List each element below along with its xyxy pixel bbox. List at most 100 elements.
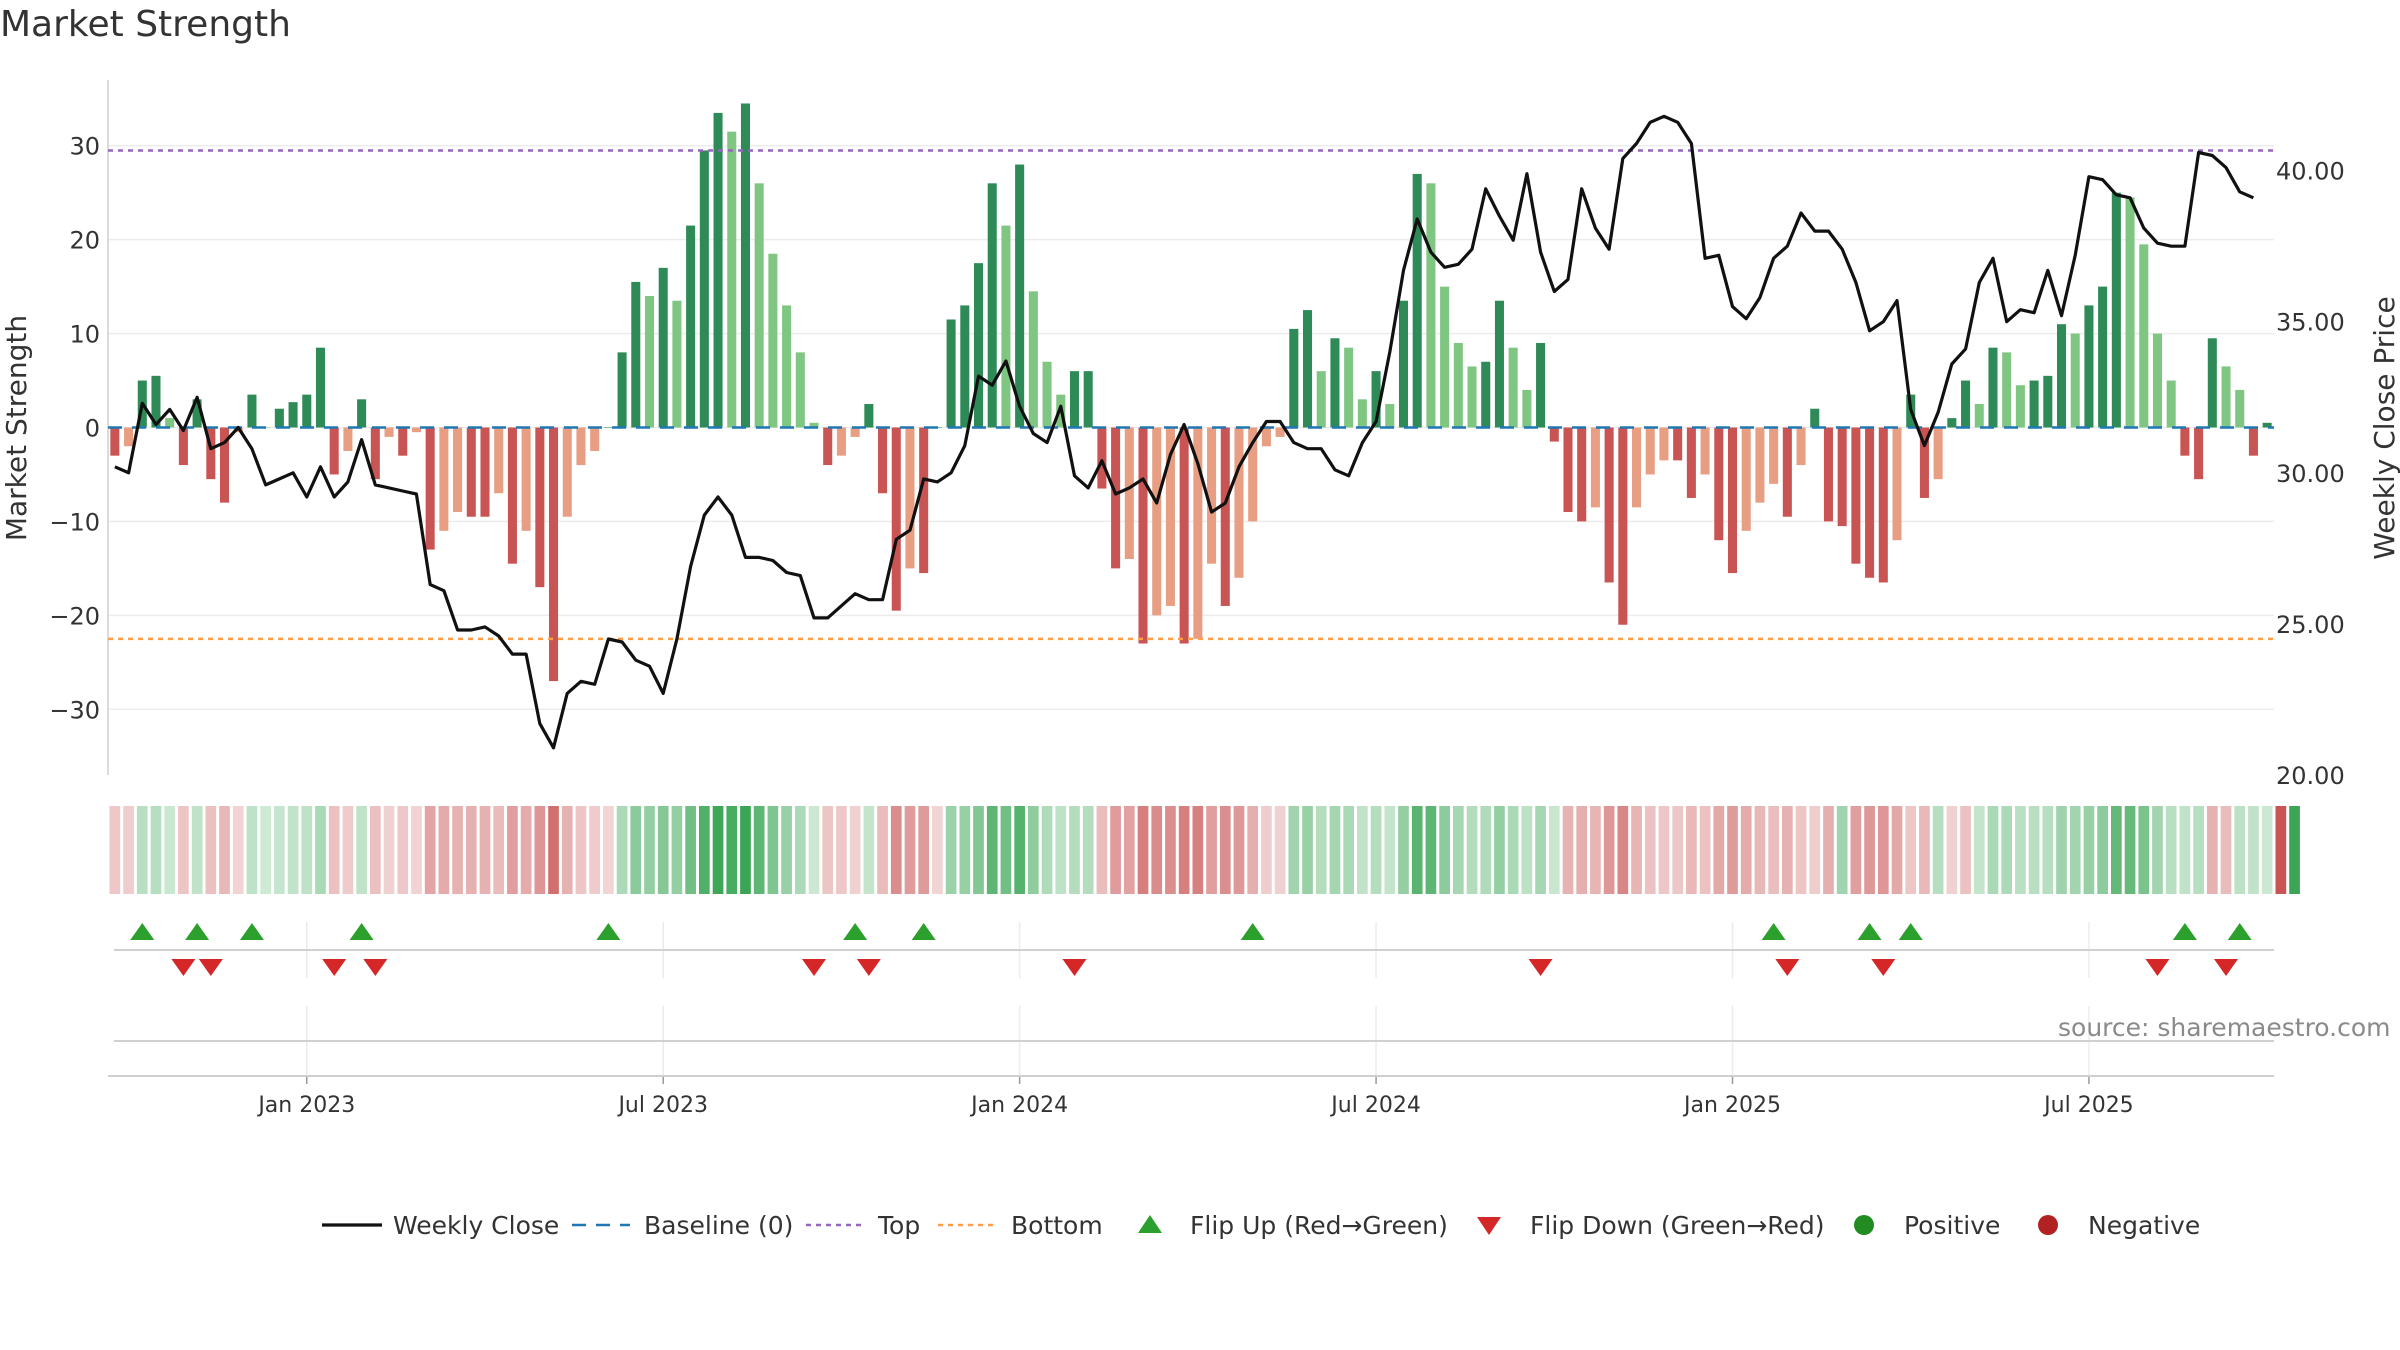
regime-cell (1096, 806, 1108, 894)
strength-bar (1837, 427, 1847, 527)
strength-bar (2043, 375, 2053, 428)
regime-cell (507, 806, 518, 894)
regime-cell (1055, 806, 1067, 894)
legend-positive-label: Positive (1904, 1211, 2000, 1240)
strength-bar (206, 427, 216, 480)
regime-cell (1370, 806, 1382, 894)
regime-cell (1932, 806, 1944, 894)
strength-bar (1810, 408, 1820, 428)
strength-bar (549, 427, 559, 682)
strength-bar (124, 427, 134, 447)
regime-cell (1480, 806, 1492, 894)
flip-up-marker (2172, 923, 2197, 940)
legend-bottom-label: Bottom (1011, 1211, 1103, 1240)
regime-cell (1151, 806, 1163, 894)
x-tick-label: Jul 2025 (2042, 1093, 2134, 1118)
strength-bar (1549, 427, 1559, 442)
regime-cell (1919, 806, 1930, 894)
y2-axis-title: Weekly Close Price (2368, 296, 2400, 559)
regime-cell (589, 806, 601, 894)
strength-bar (2139, 244, 2149, 428)
regime-cell (205, 806, 217, 894)
strength-bar (357, 399, 367, 428)
regime-cell (1014, 806, 1025, 894)
regime-cell (1452, 806, 1464, 894)
regime-cell (1357, 806, 1368, 894)
regime-cell (328, 806, 340, 894)
regime-cell (2111, 806, 2122, 894)
strength-bar (1645, 427, 1655, 475)
regime-cell (1165, 806, 1176, 894)
strength-bar (1042, 361, 1052, 428)
x-tick-label: Jan 2025 (1682, 1093, 1781, 1118)
regime-cell (2289, 806, 2300, 894)
regime-cell (712, 806, 724, 894)
regime-cell (657, 806, 669, 894)
regime-cell (1178, 806, 1190, 894)
strength-bar (1179, 427, 1189, 644)
regime-cell (2234, 806, 2246, 894)
strength-bar (2152, 333, 2162, 428)
strength-bar (521, 427, 531, 531)
strength-bar (1577, 427, 1587, 522)
regime-cell (1891, 806, 1903, 894)
strength-bar (1851, 427, 1861, 564)
strength-bar (1686, 427, 1696, 498)
strength-bar (782, 305, 792, 428)
regime-cell (136, 806, 148, 894)
regime-cell (1987, 806, 1999, 894)
regime-cell (1795, 806, 1807, 894)
y-tick-label: 0 (85, 415, 100, 443)
regime-cell (890, 806, 902, 894)
strength-bar (1248, 427, 1258, 522)
strength-bar (1782, 427, 1792, 517)
regime-cell (986, 806, 998, 894)
legend-weekly-close-label: Weekly Close (393, 1211, 559, 1240)
regime-cell (2138, 806, 2150, 894)
legend-flip-up-swatch (1138, 1215, 1162, 1233)
strength-bar (110, 427, 120, 456)
weekly-close-line (114, 114, 2255, 750)
strength-bar (562, 427, 572, 517)
regime-cell (178, 806, 189, 894)
strength-bar (1741, 427, 1751, 531)
legend-baseline-label: Baseline (0) (644, 1211, 793, 1240)
regime-cell (1206, 806, 1217, 894)
strength-bar (343, 427, 353, 451)
regime-cell (1617, 806, 1629, 894)
flip-down-marker (802, 959, 827, 976)
strength-bar (2015, 385, 2025, 428)
regime-cell (287, 806, 299, 894)
strength-bar (686, 225, 696, 428)
strength-bar (2056, 324, 2067, 428)
strength-bar (1796, 427, 1806, 466)
regime-cell (1699, 806, 1711, 894)
regime-cell (383, 806, 395, 894)
strength-bar (576, 427, 586, 466)
strength-bar (891, 427, 901, 611)
source-label: source: sharemaestro.com (2058, 1013, 2391, 1042)
regime-cell (849, 806, 861, 894)
regime-cell (1425, 806, 1437, 894)
strength-bar (603, 427, 613, 428)
regime-cell (2193, 806, 2204, 894)
regime-cell (1219, 806, 1231, 894)
y-axis-title: Market Strength (0, 315, 33, 541)
regime-cell (1631, 806, 1642, 894)
strength-bar (1385, 404, 1395, 428)
strength-bar (631, 281, 641, 428)
regime-cell (260, 806, 271, 894)
strength-bar (1823, 427, 1833, 522)
y2-tick-label: 25.00 (2276, 611, 2345, 639)
regime-cell (1411, 806, 1423, 894)
regime-cell (1466, 806, 1478, 894)
strength-bar (2235, 389, 2245, 428)
regime-cell (1905, 806, 1917, 894)
strength-bar (453, 427, 463, 513)
strength-bar (302, 394, 312, 428)
strength-bar (247, 394, 257, 428)
strength-bar (2221, 366, 2231, 428)
regime-cell (520, 806, 532, 894)
strength-bar (178, 427, 188, 466)
strength-bar (398, 427, 408, 456)
